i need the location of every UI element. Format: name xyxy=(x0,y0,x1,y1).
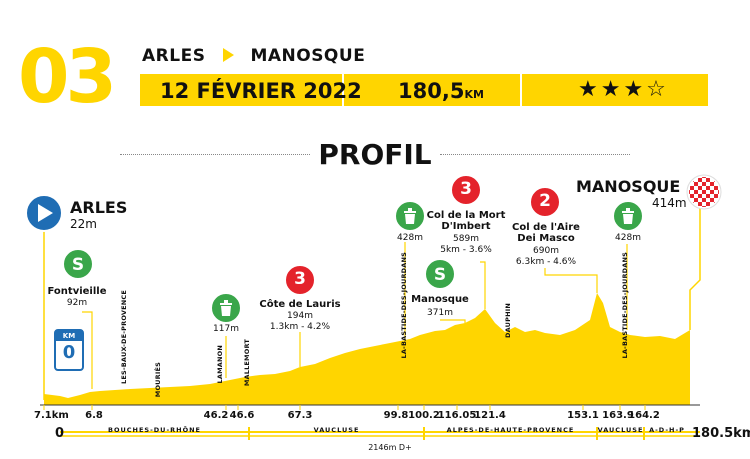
department-label: VAUCLUSE xyxy=(313,426,360,434)
climb-altitude: 589m xyxy=(453,234,479,244)
climb-category: 3 xyxy=(294,269,306,289)
km-mark: 164.2 xyxy=(628,410,660,421)
sprint-name: Fontvieille xyxy=(47,286,107,297)
climb-detail: 5km - 3.6% xyxy=(440,245,492,255)
start-flag-icon xyxy=(25,194,63,232)
km-mark: 46.2 xyxy=(203,410,229,421)
department-label: VAUCLUSE xyxy=(597,426,644,434)
stage-date: 12 FÉVRIER 2022 xyxy=(160,79,362,103)
finish-altitude: 414m xyxy=(652,196,687,210)
climb-category: 3 xyxy=(460,179,472,199)
title-divider xyxy=(440,154,630,155)
climb-altitude: 194m xyxy=(287,311,313,321)
climb-name: D'Imbert xyxy=(441,221,491,232)
route-arrow-icon xyxy=(223,48,235,62)
stage-info-bar xyxy=(140,74,708,106)
finish-name: MANOSQUE xyxy=(576,177,681,196)
difficulty-stars: ★★★☆ xyxy=(578,77,669,102)
climb-name: Col de la Mort xyxy=(426,210,506,221)
climb-name: Dei Masco xyxy=(517,233,575,244)
town-label: LAMANON xyxy=(216,345,224,384)
svg-text:S: S xyxy=(72,255,84,275)
km-end: 180.5km xyxy=(692,426,750,441)
climb-name: Côte de Lauris xyxy=(259,299,341,310)
km-mark: 153.1 xyxy=(567,410,599,421)
climb-category-icon xyxy=(450,174,482,206)
elevation-profile xyxy=(40,199,701,440)
km-mark: 116.05 xyxy=(437,410,477,421)
sprint-name: Manosque xyxy=(411,294,469,305)
km-start: 0 xyxy=(55,426,65,441)
km-mark: 100.2 xyxy=(408,410,440,421)
km-mark: 46.6 xyxy=(229,410,255,421)
km-mark: 67.3 xyxy=(287,410,313,421)
distance-unit: KM xyxy=(464,88,484,101)
km-mark: 7.1km xyxy=(34,410,69,421)
km-mark: 99.8 xyxy=(383,410,409,421)
sprint-altitude: 92m xyxy=(66,298,88,308)
department-label: BOUCHES-DU-RHÔNE xyxy=(107,426,201,434)
department-label: ALPES-DE-HAUTE-PROVENCE xyxy=(446,426,575,434)
km-mark: 121.4 xyxy=(474,410,506,421)
section-title: PROFIL xyxy=(318,138,432,171)
town-label: MOURIÈS xyxy=(154,362,162,398)
department-label: A-D-H-P xyxy=(649,426,685,434)
town-label: DAUPHIN xyxy=(504,303,512,338)
sprint-icon: S xyxy=(424,258,456,290)
finish-city: MANOSQUE xyxy=(250,46,366,66)
start-name: ARLES xyxy=(70,198,128,217)
km-zero-badge: KM 0 xyxy=(54,329,84,371)
climb-name: Col de l'Aire xyxy=(512,222,580,233)
bar-divider xyxy=(342,74,344,106)
profile-area xyxy=(44,293,690,405)
climb-detail: 6.3km - 4.6% xyxy=(515,257,577,267)
start-city: ARLES xyxy=(142,46,206,66)
stage-number: 03 xyxy=(18,34,117,120)
town-label: LA-BASTIDE-DES-JOURDANS xyxy=(400,252,408,359)
stage-route: ARLES MANOSQUE xyxy=(142,46,365,66)
finish-flag-icon xyxy=(686,174,722,210)
start-altitude: 22m xyxy=(70,217,97,231)
km-mark: 163.9 xyxy=(602,410,634,421)
sprint-altitude: 371m xyxy=(427,308,453,318)
climb-altitude: 690m xyxy=(533,246,559,256)
town-label: MALLEMORT xyxy=(243,339,251,387)
climb-category: 2 xyxy=(539,191,551,211)
feed-zone-altitude: 428m xyxy=(615,233,641,243)
title-divider xyxy=(120,154,310,155)
total-elevation: 2146m D+ xyxy=(368,443,412,452)
svg-text:S: S xyxy=(434,265,446,285)
feed-zone-altitude: 117m xyxy=(213,324,239,334)
km-badge-value: 0 xyxy=(62,342,76,363)
distance-value: 180,5 xyxy=(398,79,465,103)
feed-zone-icon xyxy=(612,200,644,232)
town-label: LA-BASTIDE-DES-JOURDANS xyxy=(621,252,629,359)
town-label: LES-BAUX-DE-PROVENCE xyxy=(120,290,128,384)
climb-category-icon xyxy=(284,264,316,296)
climb-category-icon xyxy=(529,186,561,218)
feed-zone-icon xyxy=(210,292,242,324)
km-badge-label: KM xyxy=(56,331,82,341)
climb-detail: 1.3km - 4.2% xyxy=(269,322,331,332)
stage-distance: 180,5KM xyxy=(398,80,484,106)
sprint-icon: S xyxy=(62,248,94,280)
bar-divider xyxy=(520,74,522,106)
feed-zone-icon xyxy=(394,200,426,232)
feed-zone-altitude: 428m xyxy=(397,233,423,243)
km-mark: 6.8 xyxy=(85,410,103,421)
